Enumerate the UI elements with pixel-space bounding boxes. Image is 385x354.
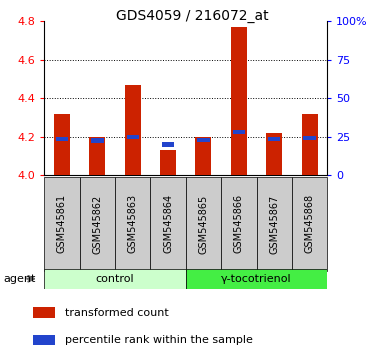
Bar — [233, 130, 245, 134]
Bar — [33, 307, 55, 318]
Bar — [89, 137, 105, 175]
Bar — [197, 137, 210, 142]
Bar — [44, 177, 80, 271]
Bar — [115, 177, 151, 271]
Bar — [151, 177, 186, 271]
Bar — [196, 137, 211, 175]
Text: GSM545864: GSM545864 — [163, 194, 173, 253]
Bar — [268, 137, 280, 141]
Text: percentile rank within the sample: percentile rank within the sample — [65, 335, 253, 345]
Text: γ-tocotrienol: γ-tocotrienol — [221, 274, 292, 284]
Bar — [54, 114, 70, 175]
Bar — [303, 136, 316, 140]
Bar — [221, 177, 256, 271]
Bar — [292, 177, 327, 271]
Bar — [56, 137, 68, 141]
Text: GSM545868: GSM545868 — [305, 194, 315, 253]
Text: GSM545865: GSM545865 — [198, 194, 208, 253]
Bar — [125, 85, 141, 175]
Text: GSM545867: GSM545867 — [269, 194, 279, 253]
Text: GSM545863: GSM545863 — [128, 194, 138, 253]
Text: GSM545861: GSM545861 — [57, 194, 67, 253]
Bar — [44, 269, 186, 289]
Bar — [256, 177, 292, 271]
Bar — [186, 177, 221, 271]
Text: GSM545866: GSM545866 — [234, 194, 244, 253]
Bar — [231, 27, 247, 175]
Bar — [127, 135, 139, 139]
Text: GDS4059 / 216072_at: GDS4059 / 216072_at — [116, 9, 269, 23]
Bar — [266, 133, 282, 175]
Text: transformed count: transformed count — [65, 308, 169, 318]
Text: agent: agent — [4, 274, 36, 284]
Bar — [301, 114, 318, 175]
Bar — [160, 150, 176, 175]
Text: GSM545862: GSM545862 — [92, 194, 102, 253]
Bar — [162, 142, 174, 147]
Bar — [91, 138, 104, 143]
Text: control: control — [96, 274, 134, 284]
Bar — [80, 177, 115, 271]
Bar — [33, 335, 55, 345]
Bar — [186, 269, 327, 289]
